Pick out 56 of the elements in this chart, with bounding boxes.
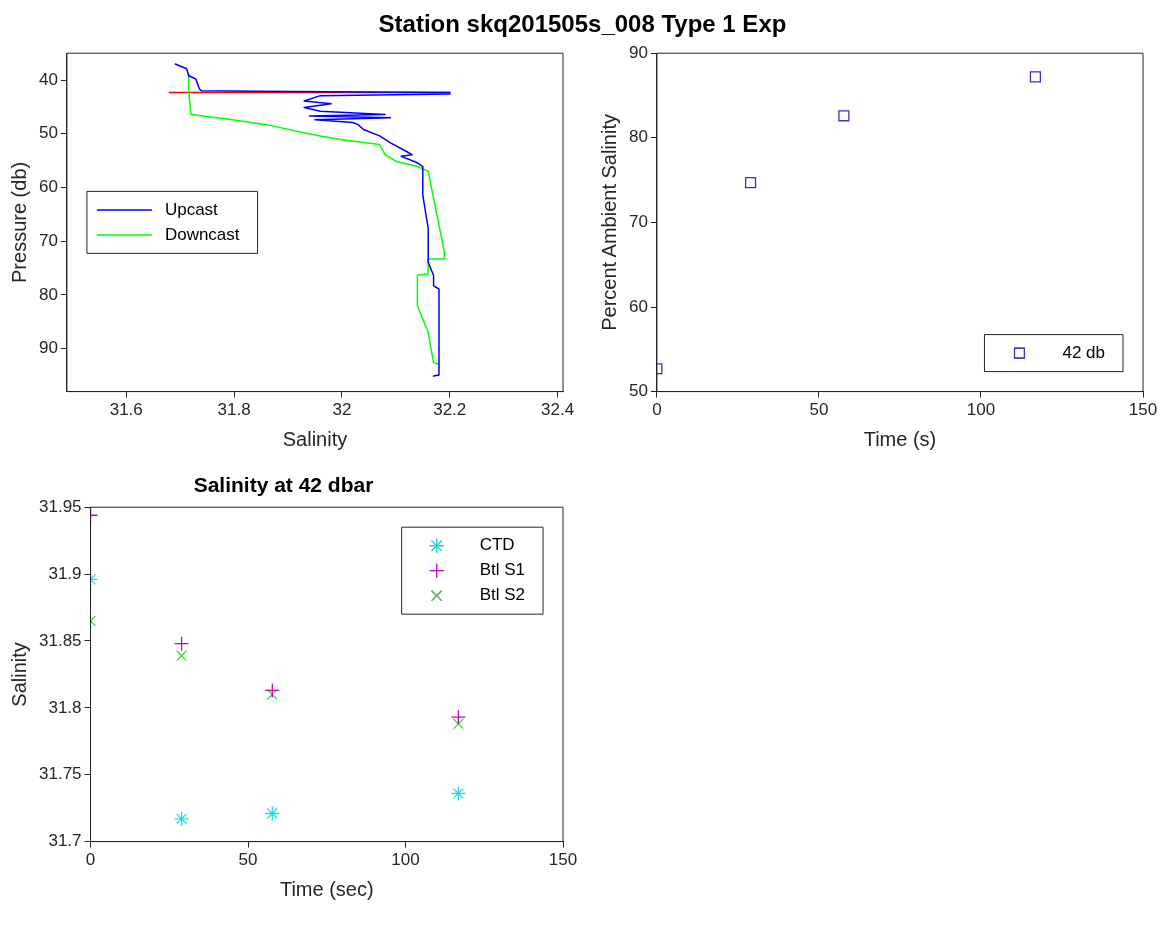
x-tick-label: 32 [332, 400, 352, 420]
y-tick-label: 50 [38, 123, 58, 143]
x-tick-label: 32.2 [433, 400, 467, 420]
y-tick-label: 31.75 [38, 764, 82, 784]
point [266, 688, 278, 701]
x-tick-label: 0 [85, 850, 96, 870]
y-tick-label: 70 [38, 230, 58, 250]
x-tick-label: 50 [238, 850, 258, 870]
point [173, 635, 190, 652]
point [450, 785, 467, 802]
x-axis-title: Time (s) [863, 427, 937, 450]
point [175, 650, 188, 662]
y-tick-label: 40 [38, 69, 58, 89]
x-tick-label: 32.4 [541, 400, 575, 420]
x-tick-label: 150 [548, 850, 578, 870]
legend-label: Downcast [164, 224, 240, 244]
y-tick-label: 31.85 [38, 630, 82, 650]
point [452, 718, 465, 730]
y-tick-label: 80 [38, 284, 58, 304]
x-tick-label: 31.6 [109, 400, 143, 420]
y-tick-label: 50 [628, 381, 648, 401]
y-tick-label: 60 [38, 177, 58, 197]
y-tick-label: 31.8 [48, 697, 82, 717]
x-tick-label: 100 [391, 850, 420, 870]
point [264, 682, 280, 699]
y-axis-title: Pressure (db) [7, 161, 30, 283]
y-tick-label: 90 [38, 338, 58, 358]
y-tick-label: 31.9 [48, 563, 82, 583]
x-tick-label: 100 [966, 400, 996, 420]
chart-title: Station skq201505s_008 Type 1 Exp [377, 10, 788, 38]
point [838, 110, 850, 122]
y-tick-label: 90 [628, 42, 648, 62]
legend-label: Btl S1 [479, 560, 525, 580]
legend-label: Btl S2 [479, 585, 525, 605]
point [1029, 71, 1042, 83]
x-axis-title: Time (sec) [279, 877, 374, 900]
y-tick-label: 31.7 [48, 831, 82, 851]
legend-label: CTD [479, 535, 515, 555]
point [173, 811, 190, 827]
y-tick-label: 80 [628, 127, 648, 147]
chart-title: Salinity at 42 dbar [193, 473, 374, 497]
x-tick-label: 50 [809, 400, 829, 420]
legend-label: 42 db [1062, 342, 1106, 362]
x-tick-label: 150 [1128, 400, 1158, 420]
x-tick-label: 31.8 [217, 400, 251, 420]
y-tick-label: 70 [628, 212, 648, 232]
y-axis-title: Percent Ambient Salinity [597, 114, 620, 331]
point [450, 709, 467, 725]
x-tick-label: 0 [652, 400, 662, 420]
x-axis-title: Salinity [282, 427, 348, 450]
point [264, 805, 280, 822]
y-tick-label: 31.95 [38, 496, 82, 516]
y-axis-title: Salinity [7, 642, 30, 707]
point [744, 177, 757, 189]
legend-label: Upcast [164, 199, 219, 219]
y-tick-label: 60 [628, 296, 648, 316]
